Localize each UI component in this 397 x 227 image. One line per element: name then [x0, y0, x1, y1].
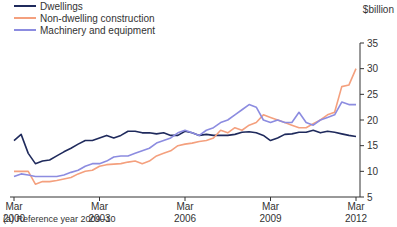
series-line	[14, 69, 356, 185]
x-tick-label-line: Mar	[5, 201, 23, 212]
x-tick-label-line: Mar	[91, 201, 109, 212]
x-tick-label-line: 2009	[259, 213, 282, 224]
x-tick-label-line: Mar	[262, 201, 280, 212]
legend-swatch	[14, 29, 36, 31]
legend-swatch	[14, 5, 36, 7]
y-axis-label: $billion	[363, 4, 394, 15]
x-tick-label-line: Mar	[347, 201, 365, 212]
y-tick-label: 35	[367, 38, 379, 49]
y-tick	[360, 171, 364, 172]
y-tick-label: 5	[367, 192, 373, 203]
y-tick-label: 15	[367, 140, 379, 151]
legend-swatch	[14, 17, 36, 19]
x-tick-label-line: 2006	[174, 213, 197, 224]
series-line	[14, 102, 356, 176]
y-tick-label: 10	[367, 166, 379, 177]
x-tick-label-line: 2012	[345, 213, 368, 224]
legend-label: Machinery and equipment	[40, 25, 155, 36]
y-tick-label: 20	[367, 115, 379, 126]
x-tick-label: Mar2006	[174, 201, 197, 224]
y-tick	[360, 68, 364, 69]
x-tick-label: Mar2012	[345, 201, 368, 224]
y-tick	[360, 43, 364, 44]
y-tick-label: 30	[367, 63, 379, 74]
legend-label: Dwellings	[40, 1, 83, 12]
plot-lines	[14, 69, 356, 185]
chart: 5101520253035$billionMar2000Mar2003Mar20…	[0, 0, 397, 227]
legend-label: Non-dwelling construction	[40, 13, 155, 24]
series-line	[14, 130, 356, 163]
y-tick	[360, 94, 364, 95]
x-tick-label-line: Mar	[176, 201, 194, 212]
footnote: (a) Reference year 2009–10	[3, 214, 116, 224]
y-tick	[360, 145, 364, 146]
y-tick	[360, 120, 364, 121]
x-tick-label: Mar2009	[259, 201, 282, 224]
y-tick	[360, 197, 364, 198]
y-tick-label: 25	[367, 89, 379, 100]
